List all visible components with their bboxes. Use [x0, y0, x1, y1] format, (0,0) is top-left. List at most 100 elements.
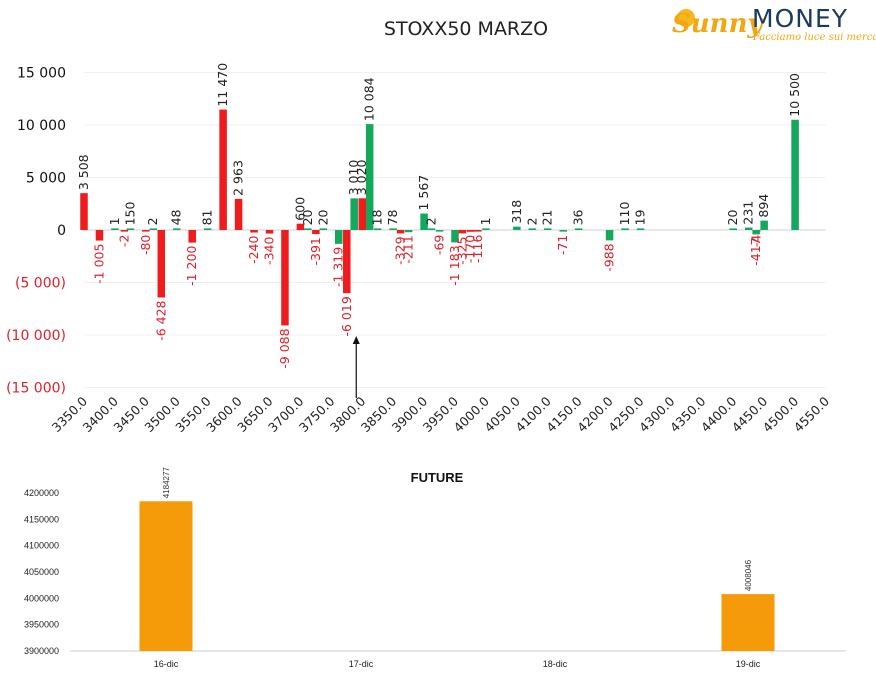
y-tick-label: (10 000) — [6, 328, 66, 344]
future-x-tick-label: 16-dic — [154, 659, 179, 669]
logo-tagline: Facciamo luce sui mercati — [752, 32, 876, 43]
bar — [605, 230, 614, 241]
data-label: -1 319 — [331, 247, 346, 287]
data-label: 3 508 — [76, 154, 91, 190]
bar — [760, 220, 768, 230]
future-y-tick-label: 3900000 — [24, 646, 59, 656]
y-tick-label: 10 000 — [17, 118, 66, 134]
data-label: -1 183 — [447, 245, 462, 285]
future-bar — [721, 594, 775, 651]
main-bars — [80, 109, 799, 326]
future-x-tick-label: 17-dic — [349, 659, 374, 669]
data-label: -2 — [116, 235, 131, 247]
data-label: -69 — [432, 235, 447, 255]
bar — [435, 230, 444, 232]
bar — [451, 230, 459, 243]
data-label: 21 — [540, 209, 555, 225]
future-data-label: 4184277 — [162, 467, 171, 499]
data-label: 150 — [122, 201, 137, 225]
bar — [219, 109, 227, 230]
bar — [188, 230, 196, 243]
sunny-money-logo: Sunny MONEY Facciamo luce sui mercati — [672, 4, 876, 43]
bar — [95, 230, 104, 241]
data-label: -1 200 — [184, 246, 199, 286]
data-label: -325 — [454, 236, 469, 264]
data-label: 36 — [571, 209, 586, 225]
bar — [752, 230, 760, 235]
data-label: 3 020 — [354, 159, 369, 195]
future-data-label: 4008046 — [744, 559, 753, 591]
y-tick-label: 0 — [57, 223, 66, 239]
data-label: -211 — [401, 235, 416, 263]
bar — [466, 230, 475, 232]
bar — [173, 228, 181, 230]
data-label: 1 567 — [416, 175, 431, 211]
data-label: 11 470 — [215, 63, 230, 107]
bar — [319, 228, 328, 230]
data-label: 20 — [300, 209, 315, 225]
y-tick-label: 15 000 — [17, 66, 66, 82]
bar — [304, 228, 312, 230]
bar — [396, 230, 405, 234]
bar — [574, 228, 583, 230]
bar — [404, 230, 413, 233]
bar — [544, 228, 552, 230]
future-y-tick-label: 4000000 — [24, 593, 59, 603]
bar — [335, 230, 343, 244]
bar — [389, 228, 397, 230]
data-label: 1 — [107, 217, 122, 225]
bar — [513, 226, 521, 230]
bar — [350, 198, 358, 230]
future-x-tick-label: 19-dic — [736, 659, 761, 669]
bar — [744, 227, 753, 230]
data-label: 20 — [315, 209, 330, 225]
future-y-tick-label: 4200000 — [24, 488, 59, 498]
arrow-head-icon — [352, 336, 360, 344]
logo-money-text: MONEY — [752, 4, 848, 33]
data-label: 110 — [617, 201, 632, 225]
main-gridlines — [84, 72, 826, 388]
future-y-tick-label: 4150000 — [24, 514, 59, 524]
bar — [365, 124, 374, 230]
bar — [621, 228, 629, 230]
bar — [528, 228, 537, 230]
data-label: 48 — [169, 209, 184, 225]
data-label: -391 — [308, 237, 323, 265]
data-label: 2 — [524, 217, 539, 225]
data-label: 3 010 — [346, 160, 361, 196]
bar — [474, 230, 482, 232]
data-label: 78 — [385, 209, 400, 225]
data-label: -6 428 — [153, 300, 168, 340]
data-label: -4 — [749, 235, 764, 248]
future-y-tick-label: 4100000 — [24, 541, 59, 551]
data-label: 19 — [633, 209, 648, 225]
future-y-tick-label: 3950000 — [24, 620, 59, 630]
data-label: 81 — [200, 209, 215, 225]
data-label: -80 — [138, 235, 153, 255]
bar — [120, 230, 129, 232]
data-label: -116 — [470, 235, 485, 263]
bar — [126, 228, 135, 230]
bar — [281, 230, 289, 326]
future-y-tick-label: 4050000 — [24, 567, 59, 577]
future-data-labels: 4184277 4008046 — [162, 467, 753, 592]
future-bar — [139, 501, 193, 651]
data-label: 318 — [509, 200, 524, 224]
main-x-axis: 3350.03400.03450.03500.03550.03600.03650… — [49, 393, 833, 435]
bar — [265, 230, 274, 234]
data-label: 10 500 — [787, 73, 802, 117]
data-label: 2 — [145, 217, 160, 225]
data-label: -329 — [393, 236, 408, 264]
y-tick-label: (15 000) — [6, 381, 66, 397]
future-x-axis: 16-dic 17-dic 18-dic 19-dic — [154, 659, 761, 669]
main-chart-title: STOXX50 MARZO — [384, 18, 548, 40]
bar — [373, 228, 382, 230]
data-label: 10 084 — [362, 77, 377, 121]
data-label: -988 — [602, 243, 617, 271]
data-label: -170 — [462, 235, 477, 263]
future-bars — [139, 501, 775, 651]
bar — [80, 193, 88, 230]
bar — [234, 198, 243, 230]
bar — [203, 228, 212, 230]
